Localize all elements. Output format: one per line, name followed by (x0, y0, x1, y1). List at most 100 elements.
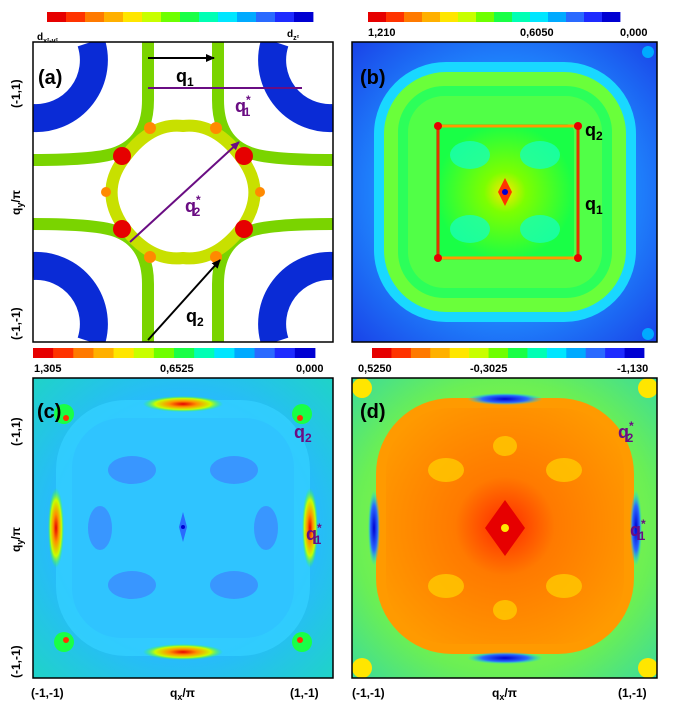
colorbar-segment (294, 348, 316, 358)
colorbar-segment (275, 12, 295, 22)
c-q1-star-label: q* 1 (306, 521, 322, 547)
panel-a: (a) q1 q* 1 q* 2 q2 (32, 41, 334, 343)
colorbar-segment (142, 12, 162, 22)
colorbar-segment (93, 348, 114, 358)
colorbar-segment (214, 348, 235, 358)
q2-star-arrow (129, 141, 240, 243)
colorbar-segment (527, 348, 548, 358)
c-x-label: qx/π (170, 686, 195, 702)
colorbar-segment (73, 348, 94, 358)
colorbar-segment (602, 12, 621, 22)
colorbar-segment (256, 12, 276, 22)
colorbar-segment (85, 12, 105, 22)
a-y-label: qy/π (9, 190, 25, 215)
colorbar-d-tick-mid: -0,3025 (470, 363, 507, 375)
dz2-band (33, 42, 333, 342)
colorbar-segment (368, 12, 387, 22)
colorbar-segment (391, 348, 412, 358)
c-y-label: qy/π (9, 527, 25, 552)
colorbar-segment (274, 348, 296, 358)
colorbar-segment (508, 348, 528, 358)
colorbar-segment (422, 12, 441, 22)
colorbar-segment (66, 12, 86, 22)
colorbar-segment (488, 348, 509, 358)
c-q2-label: q2 (294, 422, 312, 445)
colorbar-d-tick-min: -1,130 (617, 363, 648, 375)
c-x-right-corner: (1,-1) (290, 686, 319, 700)
colorbar-a (47, 12, 314, 22)
colorbar-c-tick-max: 1,305 (34, 363, 62, 375)
colorbar-c-tick-min: 0,000 (296, 363, 324, 375)
d-x-label: qx/π (492, 686, 517, 702)
colorbar-segment (386, 12, 405, 22)
panel-c: (c) q2 q* 1 (32, 377, 334, 679)
d-q1-star-label: q* 1 (630, 517, 646, 543)
colorbar-segment (624, 348, 645, 358)
q1-label: q1 (176, 66, 194, 89)
colorbar-segment (218, 12, 238, 22)
colorbar-segment (133, 348, 155, 358)
colorbar-d (372, 348, 645, 358)
colorbar-a-right-label: dz² (287, 29, 300, 42)
colorbar-b (368, 12, 621, 22)
colorbar-segment (161, 12, 181, 22)
q1-star-label: q* 1 (235, 93, 251, 119)
colorbar-segment (113, 348, 135, 358)
panel-a-label: (a) (38, 67, 62, 89)
colorbar-segment (430, 348, 451, 358)
colorbar-segment (123, 12, 143, 22)
c-x-left-corner: (-1,-1) (31, 686, 64, 700)
colorbar-segment (234, 348, 255, 358)
c-bottom-corner: (-1,-1) (9, 645, 23, 678)
colorbar-segment (440, 12, 459, 22)
colorbar-segment (410, 348, 431, 358)
colorbar-segment (548, 12, 567, 22)
panel-d-label: (d) (360, 401, 386, 423)
hotspots (113, 147, 253, 238)
b-q1-label: q1 (585, 194, 603, 217)
a-top-corner: (-1,1) (9, 79, 23, 108)
colorbar-segment (566, 12, 585, 22)
colorbar-segment (512, 12, 531, 22)
d-q2-star-label: q* 2 (618, 419, 634, 445)
colorbar-segment (194, 348, 215, 358)
colorbar-segment (605, 348, 625, 358)
colorbar-segment (469, 348, 489, 358)
colorbar-segment (237, 12, 257, 22)
colorbar-segment (494, 12, 513, 22)
axis-labels: (-1,1) qy/π (-1,-1) (-1,1) qy/π (-1,-1) … (9, 79, 647, 702)
panel-b: (b) q2 q1 (351, 41, 658, 343)
q2-star-label: q* 2 (185, 193, 201, 219)
d-x-left-corner: (-1,-1) (352, 686, 385, 700)
q2-arrow (147, 259, 221, 341)
colorbar-segment (372, 348, 392, 358)
colorbar-segment (254, 348, 276, 358)
colorbar-segment (53, 348, 74, 358)
colorbar-segment (294, 12, 314, 22)
colorbar-b-tick-min: 0,000 (620, 27, 648, 39)
a-bottom-corner: (-1,-1) (9, 307, 23, 340)
colorbar-segment (153, 348, 175, 358)
colorbar-segment (404, 12, 423, 22)
q2-label: q2 (186, 306, 204, 329)
colorbar-segment (566, 348, 587, 358)
colorbar-segment (530, 12, 549, 22)
colorbar-c-tick-mid: 0,6525 (160, 363, 194, 375)
panel-b-label: (b) (360, 67, 386, 89)
colorbar-c (33, 348, 316, 358)
colorbar-d-tick-max: 0,5250 (358, 363, 392, 375)
colorbar-segment (199, 12, 219, 22)
colorbar-segment (584, 12, 603, 22)
colorbar-segment (458, 12, 477, 22)
colorbar-segment (476, 12, 495, 22)
colorbar-segment (180, 12, 200, 22)
c-top-corner: (-1,1) (9, 417, 23, 446)
colorbar-b-tick-mid: 0,6050 (520, 27, 554, 39)
colorbar-segment (449, 348, 470, 358)
colorbar-segment (546, 348, 567, 358)
d-x-right-corner: (1,-1) (618, 686, 647, 700)
colorbar-segment (47, 12, 67, 22)
colorbar-segment (585, 348, 606, 358)
b-q2-label: q2 (585, 120, 603, 143)
